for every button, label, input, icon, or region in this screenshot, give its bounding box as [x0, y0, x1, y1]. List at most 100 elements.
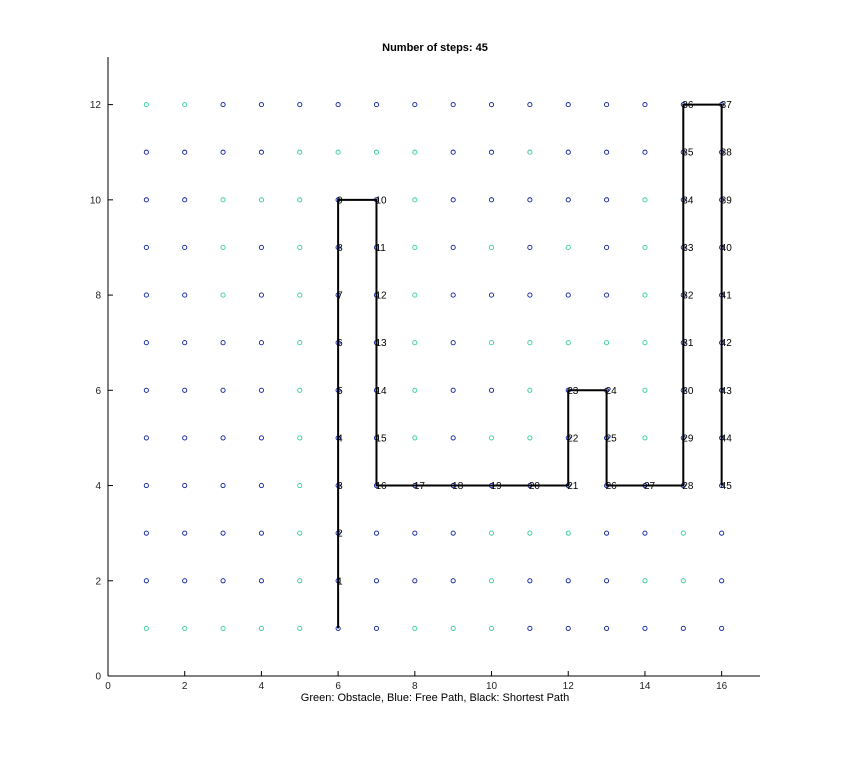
step-label: 2	[337, 529, 343, 540]
step-label: 34	[682, 195, 694, 206]
free-node	[182, 435, 188, 441]
x-tick-label: 8	[412, 681, 418, 692]
free-node	[719, 578, 725, 584]
free-node	[719, 530, 725, 536]
obstacle-node	[182, 102, 188, 108]
obstacle-node	[297, 625, 303, 631]
obstacle-node	[527, 340, 533, 346]
free-node	[143, 387, 149, 393]
shortest-path-line	[337, 103, 723, 629]
free-node	[450, 149, 456, 155]
free-node	[680, 625, 686, 631]
step-label: 43	[721, 386, 733, 397]
obstacle-node	[642, 435, 648, 441]
x-tick-label: 2	[182, 681, 188, 692]
obstacle-node	[527, 530, 533, 536]
step-label: 32	[682, 291, 694, 302]
free-node	[642, 530, 648, 536]
free-node	[258, 387, 264, 393]
step-label: 41	[721, 291, 733, 302]
free-node	[373, 625, 380, 631]
obstacle-node	[488, 578, 495, 584]
obstacle-node	[527, 387, 533, 393]
step-label: 25	[606, 433, 618, 444]
free-node	[258, 578, 264, 584]
free-node	[258, 149, 264, 155]
step-label: 18	[452, 481, 464, 492]
free-node	[143, 578, 149, 584]
free-node	[182, 387, 188, 393]
free-node	[297, 102, 303, 108]
free-node	[143, 149, 149, 155]
free-node	[220, 578, 226, 584]
free-node	[258, 435, 264, 441]
step-label: 27	[644, 481, 656, 492]
x-tick-label: 0	[105, 681, 111, 692]
free-node	[143, 340, 149, 346]
obstacle-node	[297, 578, 303, 584]
free-node	[604, 292, 610, 298]
obstacle-node	[143, 102, 149, 108]
y-tick-label: 2	[95, 576, 101, 587]
obstacle-node	[258, 197, 264, 203]
free-node	[143, 435, 149, 441]
obstacle-node	[220, 625, 226, 631]
obstacle-node	[412, 435, 418, 441]
step-label: 3	[337, 481, 343, 492]
step-label: 45	[721, 481, 733, 492]
free-node	[258, 530, 264, 536]
x-tick-label: 12	[563, 681, 575, 692]
step-label: 15	[375, 433, 387, 444]
obstacle-node	[220, 244, 226, 251]
free-node	[182, 292, 188, 298]
free-node	[642, 102, 648, 108]
free-node	[604, 197, 610, 203]
step-label: 9	[337, 195, 343, 206]
x-tick-label: 10	[486, 681, 498, 692]
obstacle-node	[642, 578, 648, 584]
free-node	[604, 530, 610, 536]
free-node	[527, 197, 533, 203]
step-label: 20	[529, 481, 541, 492]
obstacle-node	[412, 625, 418, 631]
obstacle-node	[565, 530, 571, 536]
step-label: 24	[606, 386, 618, 397]
obstacle-node	[220, 197, 226, 203]
free-node	[450, 387, 456, 393]
obstacle-node	[335, 149, 341, 155]
obstacle-node	[527, 149, 533, 155]
free-node	[450, 578, 456, 584]
free-node	[450, 340, 456, 346]
free-node	[488, 197, 495, 203]
free-node	[642, 625, 648, 631]
free-node	[604, 244, 610, 251]
obstacle-node	[565, 340, 571, 346]
free-node	[220, 149, 226, 155]
step-label: 35	[682, 148, 694, 159]
free-node	[182, 340, 188, 346]
free-node	[412, 102, 418, 108]
step-label: 33	[682, 243, 694, 254]
obstacle-node	[297, 530, 303, 536]
step-label: 22	[567, 433, 579, 444]
step-label: 5	[337, 386, 343, 397]
free-node	[412, 578, 418, 584]
free-node	[143, 530, 149, 536]
free-node	[488, 387, 495, 393]
free-node	[258, 292, 264, 298]
free-node	[527, 578, 533, 584]
step-label: 16	[375, 481, 387, 492]
free-node	[450, 102, 456, 108]
free-node	[565, 625, 571, 631]
step-label: 1	[337, 576, 343, 587]
free-node	[719, 625, 725, 631]
free-node	[604, 102, 610, 108]
step-label: 12	[375, 291, 387, 302]
free-node	[565, 149, 571, 155]
free-node	[258, 102, 264, 108]
obstacle-node	[297, 387, 303, 393]
step-label: 26	[606, 481, 618, 492]
obstacle-node	[258, 625, 264, 631]
step-label: 17	[414, 481, 426, 492]
